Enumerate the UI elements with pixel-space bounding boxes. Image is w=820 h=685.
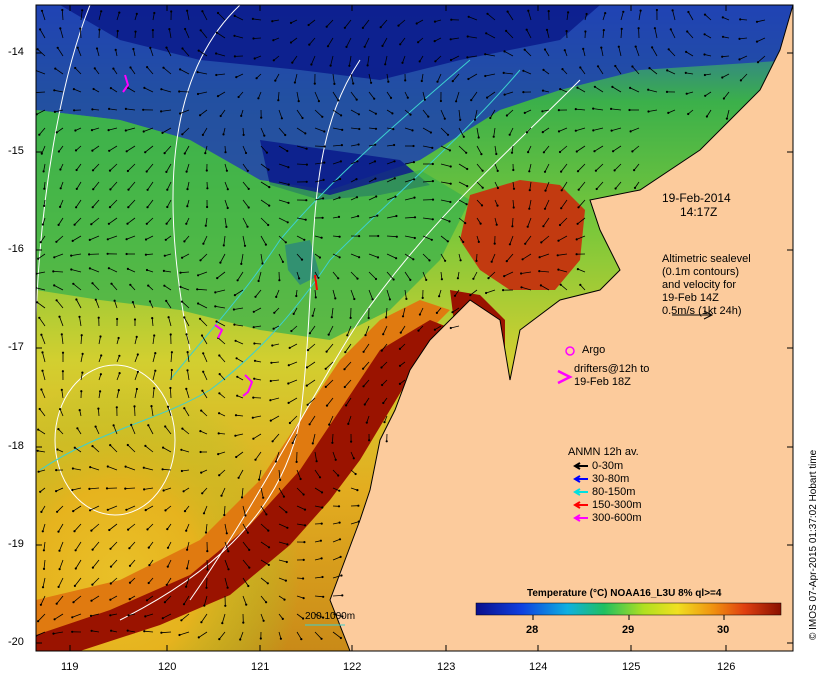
lat-tick--19: -19 — [8, 538, 24, 550]
lat-tick--16: -16 — [8, 243, 24, 255]
colorbar-tick-30: 30 — [717, 624, 729, 637]
lat-tick--18: -18 — [8, 440, 24, 452]
altimetry-line-5: 0.5m/s (1kt 24h) — [662, 305, 741, 318]
colorbar — [476, 603, 781, 615]
lon-tick-126: 126 — [717, 661, 735, 673]
lon-tick-124: 124 — [529, 661, 547, 673]
map-date: 19-Feb-2014 — [662, 192, 731, 205]
anmn-item-2: 80-150m — [592, 486, 635, 498]
map-time: 14:17Z — [680, 206, 717, 219]
drifters-line-1: drifters@12h to — [574, 363, 649, 376]
lon-tick-122: 122 — [343, 661, 361, 673]
anmn-title: ANMN 12h av. — [568, 446, 639, 459]
colorbar-title: Temperature (°C) NOAA16_L3U 8% ql>=4 — [527, 587, 721, 600]
lat-tick--14: -14 — [8, 46, 24, 58]
argo-label: Argo — [582, 344, 605, 357]
lon-tick-119: 119 — [61, 661, 79, 673]
lon-tick-120: 120 — [158, 661, 176, 673]
altimetry-line-4: 19-Feb 14Z — [662, 292, 719, 305]
depth-contour-label: 200 1000m — [305, 610, 355, 623]
anmn-item-1: 30-80m — [592, 473, 629, 485]
drifters-line-2: 19-Feb 18Z — [574, 376, 631, 389]
altimetry-line-3: and velocity for — [662, 279, 736, 292]
lat-tick--17: -17 — [8, 341, 24, 353]
lat-tick--20: -20 — [8, 636, 24, 648]
anmn-item-0: 0-30m — [592, 460, 623, 472]
lon-tick-121: 121 — [251, 661, 269, 673]
credit-text: © IMOS 07-Apr-2015 01:37:02 Hobart time — [808, 450, 819, 640]
lon-tick-125: 125 — [622, 661, 640, 673]
colorbar-tick-28: 28 — [526, 624, 538, 637]
anmn-item-3: 150-300m — [592, 499, 642, 511]
lon-tick-123: 123 — [437, 661, 455, 673]
colorbar-tick-29: 29 — [622, 624, 634, 637]
altimetry-line-1: Altimetric sealevel — [662, 253, 751, 266]
lat-tick--15: -15 — [8, 145, 24, 157]
anmn-item-4: 300-600m — [592, 512, 642, 524]
altimetry-line-2: (0.1m contours) — [662, 266, 739, 279]
